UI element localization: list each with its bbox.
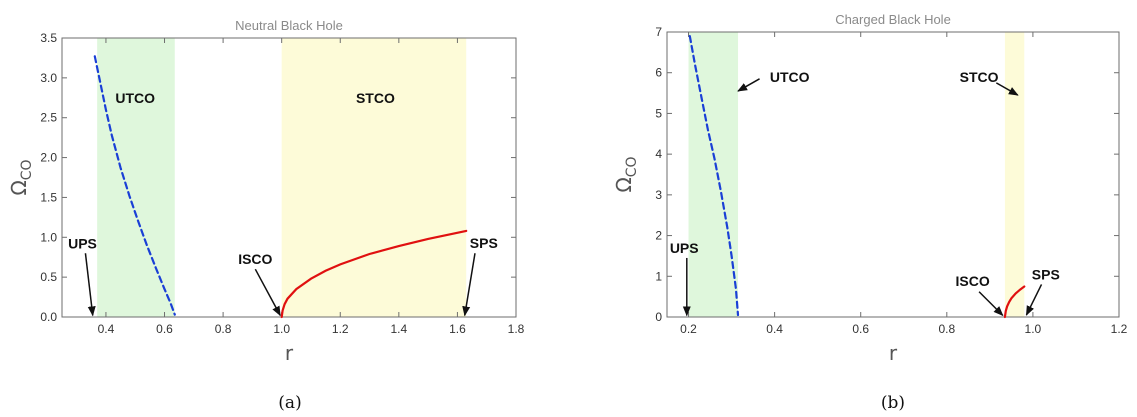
y-tick-label: 2.5 xyxy=(40,111,57,125)
annotation-arrow xyxy=(462,253,476,317)
y-tick-label: 4 xyxy=(655,147,662,161)
x-tick-label: 1.4 xyxy=(390,322,407,336)
chart-title: Charged Black Hole xyxy=(835,12,951,27)
annotation-label: SPS xyxy=(1032,266,1060,282)
shaded-region xyxy=(1004,32,1025,317)
y-tick-label: 7 xyxy=(655,25,662,39)
chart-panel-b: 0.2 0.4 0.6 0.8 1.0 1.2 0 1 2 3 4 5 6 7 UTCO STCO UPS ISC… xyxy=(612,12,1128,413)
annotation-arrow xyxy=(254,268,281,317)
x-tick-label: 1.6 xyxy=(449,322,466,336)
y-tick-label: 2.0 xyxy=(40,151,57,165)
x-axis-label: r xyxy=(889,341,898,365)
plot-frame xyxy=(666,31,1120,318)
annotation-label: UTCO xyxy=(770,69,810,85)
annotation-label: ISCO xyxy=(956,273,990,289)
y-axis-label-symbol: Ω xyxy=(612,177,636,192)
chart-title: Neutral Black Hole xyxy=(235,18,343,33)
y-tick-label: 6 xyxy=(655,66,662,80)
annotation-label: UPS xyxy=(670,240,699,256)
annotation-label: ISCO xyxy=(238,251,272,267)
y-tick-label: 1.5 xyxy=(40,190,57,204)
y-axis-label-symbol: Ω xyxy=(7,180,31,195)
x-tick-label: 0.8 xyxy=(938,322,955,336)
panel-caption: (b) xyxy=(881,393,905,413)
y-tick-label: 3.0 xyxy=(40,71,57,85)
y-axis-label: ΩCO xyxy=(7,159,35,195)
shaded-region xyxy=(281,38,467,317)
panel-caption: (a) xyxy=(278,393,301,413)
unstable-orbit-curve xyxy=(688,35,740,317)
x-tick-label: 1.0 xyxy=(273,322,290,336)
annotation-arrow xyxy=(978,291,1004,317)
y-tick-label: 3.5 xyxy=(40,31,57,45)
x-tick-label: 0.4 xyxy=(766,322,783,336)
annotation-arrow xyxy=(737,78,760,92)
y-axis-label-subscript: CO xyxy=(624,156,640,177)
x-tick-label: 1.0 xyxy=(1025,322,1042,336)
y-axis-label: ΩCO xyxy=(612,156,640,192)
x-tick-label: 1.2 xyxy=(1111,322,1128,336)
shaded-region xyxy=(97,38,175,317)
x-axis-label: r xyxy=(285,341,294,365)
annotation-label: STCO xyxy=(356,90,395,106)
annotation-arrow xyxy=(995,82,1019,96)
x-tick-label: 0.6 xyxy=(852,322,869,336)
x-tick-label: 1.8 xyxy=(508,322,525,336)
annotation-label: STCO xyxy=(960,69,999,85)
plot-frame xyxy=(61,37,517,318)
stable-orbit-curve xyxy=(1003,285,1026,319)
annotation-arrow xyxy=(1025,284,1043,316)
annotation-label: UPS xyxy=(68,236,97,252)
y-tick-label: 0 xyxy=(655,310,662,324)
y-tick-label: 0.0 xyxy=(40,310,57,324)
y-tick-label: 0.5 xyxy=(40,270,57,284)
y-tick-label: 3 xyxy=(655,188,662,202)
chart-panel-a: 0.4 0.6 0.8 1.0 1.2 1.4 1.6 1.8 0.0 0.5 1.0 1.5 2.0 2… xyxy=(7,18,525,413)
annotation-label: SPS xyxy=(470,235,498,251)
annotation-arrow xyxy=(84,253,96,317)
x-tick-label: 0.4 xyxy=(98,322,115,336)
x-tick-label: 0.8 xyxy=(215,322,232,336)
x-tick-label: 1.2 xyxy=(332,322,349,336)
shaded-region xyxy=(688,32,739,317)
stable-orbit-curve xyxy=(280,229,468,319)
y-tick-label: 5 xyxy=(655,106,662,120)
y-tick-label: 2 xyxy=(655,229,662,243)
y-tick-label: 1 xyxy=(655,269,662,283)
y-tick-label: 1.0 xyxy=(40,230,57,244)
x-tick-label: 0.6 xyxy=(156,322,173,336)
annotation-label: UTCO xyxy=(115,90,155,106)
y-axis-label-subscript: CO xyxy=(19,159,35,180)
x-tick-label: 0.2 xyxy=(680,322,697,336)
unstable-orbit-curve xyxy=(93,55,176,316)
